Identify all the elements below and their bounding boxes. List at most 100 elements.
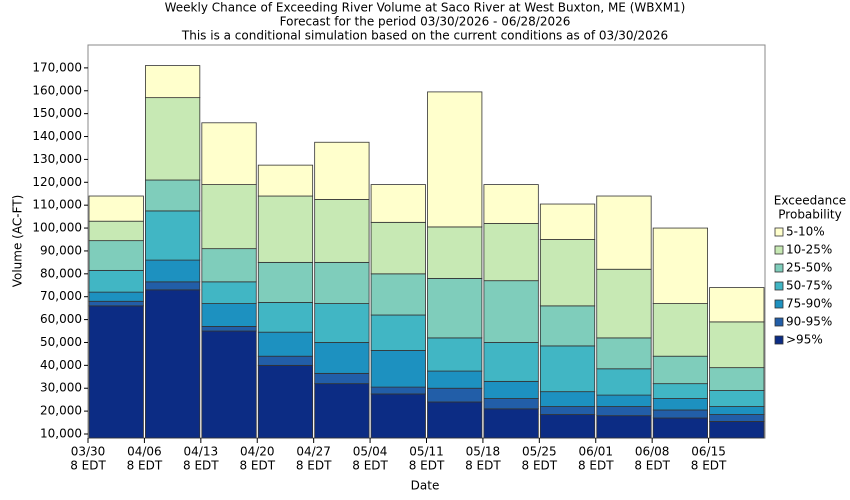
y-tick-label: 20,000 xyxy=(40,404,82,418)
bar-segment xyxy=(596,368,652,396)
bar-segment xyxy=(145,210,201,261)
y-tick-label: 100,000 xyxy=(32,221,82,235)
x-tick-label: 8 EDT xyxy=(127,459,163,473)
x-tick-label: 05/04 xyxy=(353,445,388,459)
x-tick-label: 05/18 xyxy=(466,445,501,459)
y-tick-label: 10,000 xyxy=(40,426,82,440)
bar-segment xyxy=(652,398,708,411)
y-tick-label: 60,000 xyxy=(40,312,82,326)
bar-segment xyxy=(539,414,596,439)
bar-segment xyxy=(314,303,370,343)
bar-segment xyxy=(370,221,426,275)
legend-label: 10-25% xyxy=(786,243,832,257)
bar-segment xyxy=(257,164,314,197)
bar-segment xyxy=(596,337,652,370)
bar-segment xyxy=(709,367,765,391)
x-tick-label: 8 EDT xyxy=(409,459,445,473)
bar-segment xyxy=(427,277,483,339)
x-tick-label: 8 EDT xyxy=(183,459,219,473)
legend-label: 50-75% xyxy=(786,279,832,293)
bar-segment xyxy=(257,331,314,357)
legend-swatch xyxy=(774,263,784,273)
bar-segment xyxy=(709,390,765,407)
y-tick-label: 150,000 xyxy=(32,106,82,120)
bar-segment xyxy=(88,269,144,293)
bar-segment xyxy=(483,380,539,399)
x-tick-label: 04/13 xyxy=(184,445,219,459)
bar-segment xyxy=(201,122,257,185)
bar-segment xyxy=(483,408,539,439)
x-tick-label: 8 EDT xyxy=(296,459,332,473)
bar-segment xyxy=(370,350,426,388)
bar-segment xyxy=(427,370,483,389)
bar-segment xyxy=(201,248,257,283)
bar-segment xyxy=(483,184,539,224)
bar-segment xyxy=(88,220,144,242)
bar-segment xyxy=(145,179,201,212)
y-tick-label: 30,000 xyxy=(40,381,82,395)
chart-title: Weekly Chance of Exceeding River Volume … xyxy=(165,1,686,15)
bar-segment xyxy=(145,281,201,291)
legend-swatch xyxy=(774,299,784,309)
bar-segment xyxy=(201,326,257,332)
bar-segment xyxy=(596,406,652,417)
bar-segment xyxy=(201,330,257,439)
y-tick-label: 120,000 xyxy=(32,175,82,189)
bar-segment xyxy=(314,342,370,374)
bar-segment xyxy=(88,305,144,439)
legend-swatch xyxy=(774,281,784,291)
bar-segment xyxy=(652,417,708,439)
bar-segment xyxy=(539,391,596,407)
bar-segment xyxy=(483,223,539,282)
bar-segment xyxy=(652,409,708,419)
bar-segment xyxy=(596,195,652,270)
bar-segment xyxy=(370,273,426,316)
bar-segment xyxy=(709,287,765,323)
y-tick-label: 70,000 xyxy=(40,289,82,303)
x-axis-label: Date xyxy=(411,479,440,493)
x-tick-label: 8 EDT xyxy=(70,459,106,473)
bar-segment xyxy=(539,406,596,415)
bar-segment xyxy=(427,387,483,403)
legend-label: 5-10% xyxy=(786,225,825,239)
plot-area xyxy=(87,44,766,439)
legend-label: >95% xyxy=(786,333,823,347)
bar-segment xyxy=(652,303,708,357)
bar-segment xyxy=(257,355,314,366)
bar-segment xyxy=(314,141,370,200)
bar-segment xyxy=(709,406,765,415)
bar-segment xyxy=(427,226,483,279)
x-tick-label: 04/20 xyxy=(240,445,275,459)
bar-segment xyxy=(539,305,596,347)
bar-segment xyxy=(427,337,483,372)
bar-segment xyxy=(709,321,765,369)
legend-title: Exceedance xyxy=(774,194,846,208)
bar-segment xyxy=(257,302,314,333)
y-axis-label: Volume (AC-FT) xyxy=(11,195,25,288)
bar-segment xyxy=(145,289,201,439)
x-tick-label: 05/11 xyxy=(409,445,444,459)
x-tick-label: 8 EDT xyxy=(634,459,670,473)
legend-swatch xyxy=(774,317,784,327)
bar-segment xyxy=(596,394,652,407)
y-tick-label: 140,000 xyxy=(32,129,82,143)
bar-segment xyxy=(88,300,144,307)
y-tick-label: 130,000 xyxy=(32,152,82,166)
bar-segment xyxy=(257,364,314,439)
bar-segment xyxy=(483,280,539,343)
bar-segment xyxy=(539,203,596,240)
x-tick-label: 8 EDT xyxy=(578,459,614,473)
bar-segment xyxy=(370,314,426,351)
bar-segment xyxy=(370,393,426,439)
bar-segment xyxy=(314,383,370,439)
bar-segment xyxy=(145,97,201,181)
x-tick-label: 05/25 xyxy=(522,445,557,459)
bar-segment xyxy=(257,261,314,303)
x-tick-label: 8 EDT xyxy=(239,459,275,473)
bar-segment xyxy=(88,291,144,302)
bar-segment xyxy=(596,415,652,439)
bar-segment xyxy=(539,345,596,393)
bar-segment xyxy=(427,401,483,439)
y-tick-label: 50,000 xyxy=(40,335,82,349)
